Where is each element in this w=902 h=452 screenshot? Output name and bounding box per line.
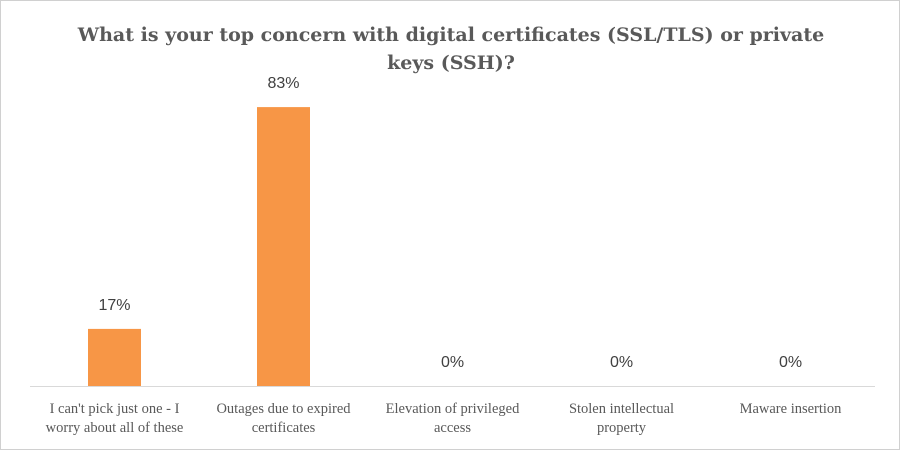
category-label-2: Outages due to expired certificates (216, 401, 351, 436)
data-label-5: 0% (779, 354, 802, 371)
data-labels-group: 17% 83% 0% 0% 0% (98, 75, 802, 371)
category-label-4: Stolen intellectual property (569, 401, 674, 436)
data-label-3: 0% (441, 354, 464, 371)
category-label-3: Elevation of privileged access (386, 401, 520, 436)
category-label-5: Maware insertion (740, 401, 843, 417)
data-label-1: 17% (98, 297, 130, 314)
bar-1 (88, 328, 141, 386)
data-label-4: 0% (610, 354, 633, 371)
chart-title: What is your top concern with digital ce… (77, 24, 825, 74)
bar-2 (257, 107, 310, 386)
bars-group (88, 107, 310, 386)
data-label-2: 83% (267, 75, 299, 92)
